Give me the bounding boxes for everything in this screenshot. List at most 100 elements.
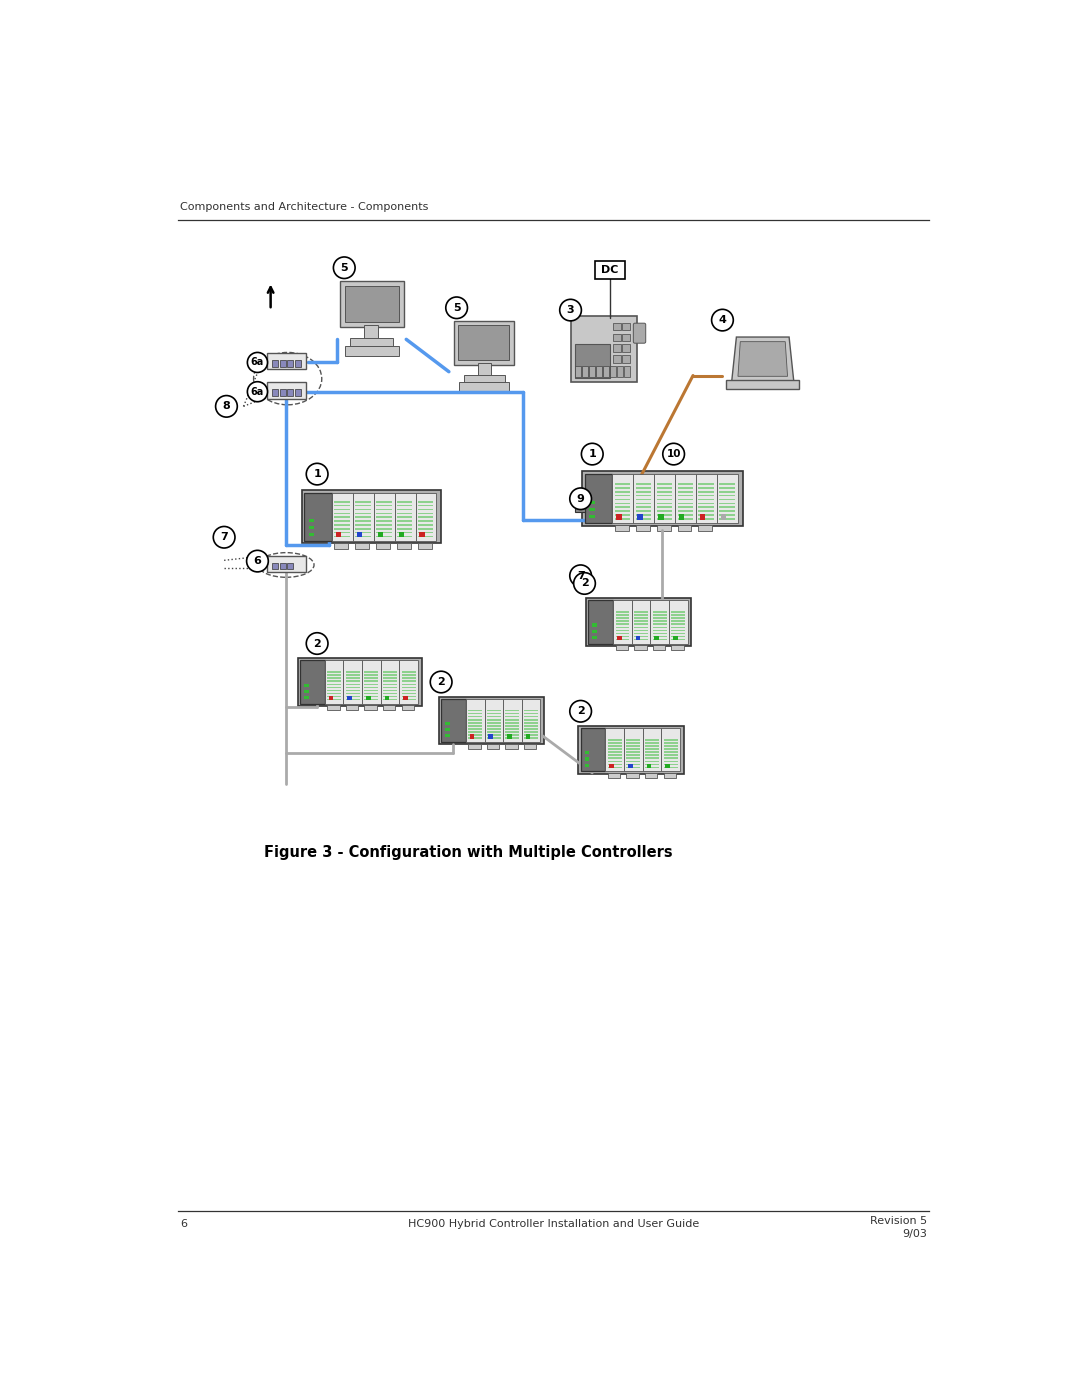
FancyBboxPatch shape [267,556,306,571]
FancyBboxPatch shape [485,698,503,742]
Bar [303,690,309,693]
Circle shape [570,564,592,587]
Bar [445,728,449,731]
Circle shape [573,573,595,594]
Bar [383,678,397,679]
Bar [645,760,659,763]
Bar [645,757,659,759]
Bar [590,502,595,504]
Bar [402,696,416,697]
Bar [590,515,595,518]
Bar [608,754,622,756]
FancyBboxPatch shape [355,542,369,549]
Bar [626,752,640,753]
Bar [616,615,630,616]
FancyBboxPatch shape [327,705,339,711]
Text: 9: 9 [577,493,584,504]
Bar [376,524,392,525]
Bar [652,617,666,619]
Bar [626,749,640,750]
Bar [677,503,693,504]
Circle shape [213,527,235,548]
FancyBboxPatch shape [672,645,684,651]
Bar [645,752,659,753]
Bar [645,739,659,740]
Bar [418,524,433,525]
Bar [376,520,392,522]
FancyBboxPatch shape [459,381,510,391]
Bar [647,764,651,768]
Bar [469,710,482,711]
Bar [584,757,590,760]
Bar [383,693,397,694]
Bar [366,696,370,700]
FancyBboxPatch shape [287,563,294,569]
FancyBboxPatch shape [332,493,353,541]
Bar [469,738,482,739]
FancyBboxPatch shape [636,525,649,531]
Bar [652,630,666,631]
FancyBboxPatch shape [465,698,485,742]
Bar [397,532,413,534]
Bar [327,675,341,676]
Bar [615,495,631,496]
Bar [402,675,416,676]
Bar [334,502,350,503]
Bar [469,728,482,729]
Circle shape [663,443,685,465]
Bar [346,680,360,682]
FancyBboxPatch shape [652,645,665,651]
FancyBboxPatch shape [374,493,394,541]
Bar [364,686,378,689]
Bar [645,767,659,768]
FancyBboxPatch shape [615,525,629,531]
Text: 2: 2 [577,707,584,717]
Bar [645,754,659,756]
Text: 5: 5 [340,263,348,272]
Bar [378,532,383,538]
Circle shape [307,464,328,485]
Bar [383,683,397,685]
FancyBboxPatch shape [454,321,514,365]
Bar [336,532,341,538]
Bar [672,623,685,624]
Bar [672,633,685,634]
Bar [487,731,501,733]
Bar [617,636,622,640]
FancyBboxPatch shape [584,474,612,524]
Bar [663,754,677,756]
FancyBboxPatch shape [505,743,517,749]
FancyBboxPatch shape [612,474,633,524]
Bar [327,686,341,689]
Bar [663,767,677,768]
Bar [383,698,397,700]
Bar [672,610,685,613]
Bar [719,503,734,504]
Bar [355,502,370,503]
FancyBboxPatch shape [675,474,697,524]
Bar [677,510,693,511]
Circle shape [570,700,592,722]
Circle shape [570,488,592,510]
Bar [652,620,666,622]
Bar [608,767,622,768]
Bar [652,610,666,613]
Bar [383,680,397,682]
Bar [657,488,672,489]
Bar [355,504,370,507]
Bar [397,504,413,507]
FancyBboxPatch shape [272,563,278,569]
Bar [327,698,341,700]
Bar [672,615,685,616]
Bar [627,764,633,768]
Bar [524,725,538,726]
Bar [652,638,666,640]
FancyBboxPatch shape [267,383,307,398]
Bar [636,636,640,640]
FancyBboxPatch shape [586,598,691,645]
FancyBboxPatch shape [345,286,399,321]
FancyBboxPatch shape [657,525,671,531]
FancyBboxPatch shape [334,542,348,549]
Bar [634,617,648,619]
FancyBboxPatch shape [267,353,307,369]
